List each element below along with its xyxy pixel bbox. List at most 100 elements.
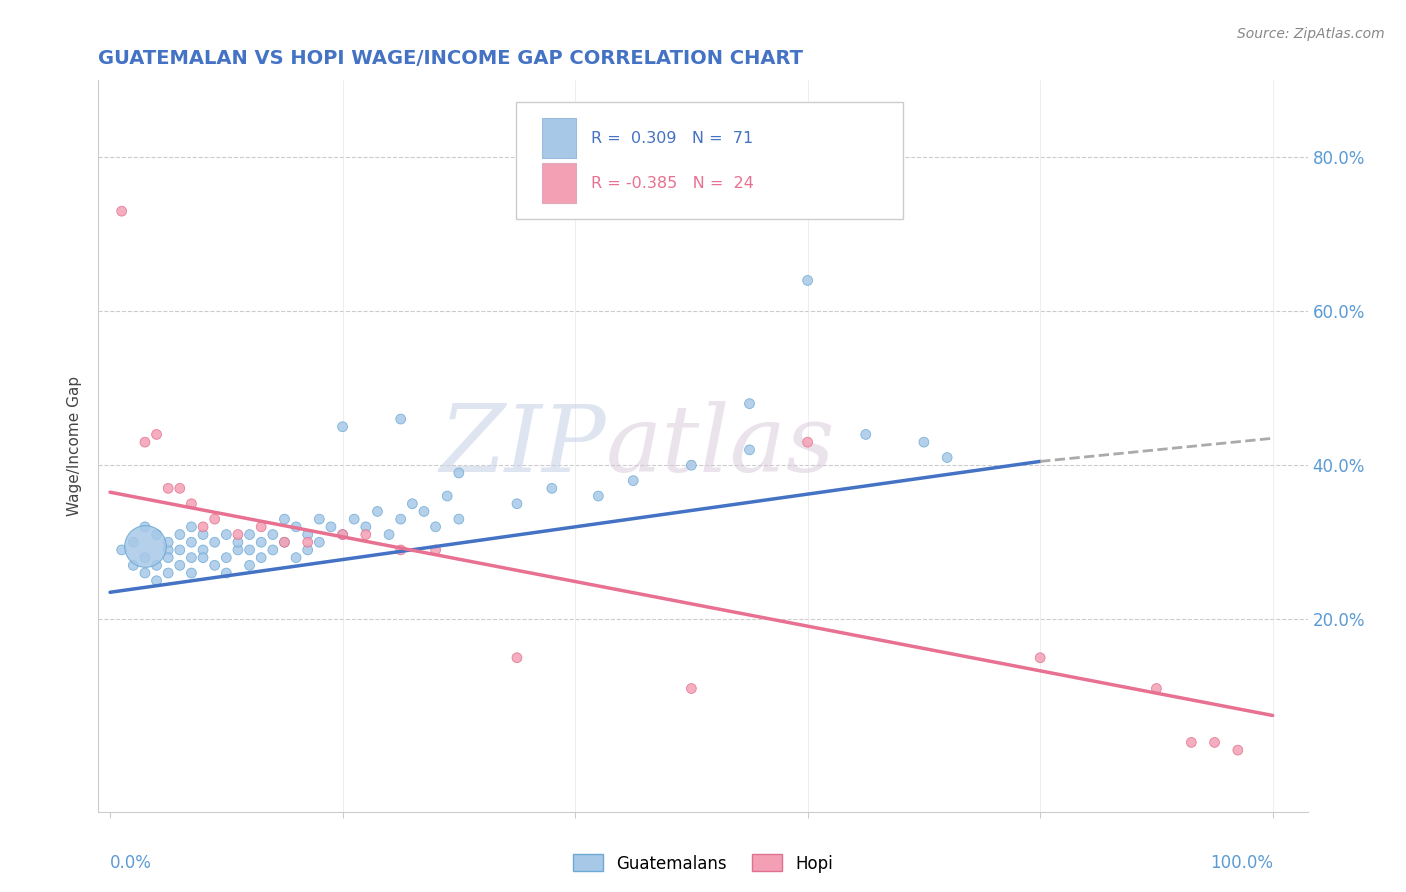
Point — [308, 535, 330, 549]
Point — [134, 550, 156, 565]
Point — [191, 543, 214, 558]
Legend: Guatemalans, Hopi: Guatemalans, Hopi — [567, 847, 839, 880]
Point — [204, 535, 226, 549]
Text: Source: ZipAtlas.com: Source: ZipAtlas.com — [1237, 27, 1385, 41]
Point — [239, 543, 262, 558]
Point — [122, 558, 145, 573]
Point — [226, 543, 249, 558]
Point — [738, 397, 761, 411]
Point — [354, 527, 377, 541]
Point — [134, 520, 156, 534]
Point — [447, 466, 470, 480]
Point — [134, 566, 156, 580]
Point — [134, 539, 156, 553]
Point — [1226, 743, 1249, 757]
Point — [145, 427, 167, 442]
Point — [681, 458, 703, 473]
Point — [297, 543, 319, 558]
Point — [506, 497, 529, 511]
Point — [180, 520, 202, 534]
Point — [389, 412, 412, 426]
Point — [226, 535, 249, 549]
Point — [1029, 650, 1052, 665]
Text: ZIP: ZIP — [440, 401, 606, 491]
Text: R = -0.385   N =  24: R = -0.385 N = 24 — [591, 176, 754, 191]
Point — [157, 481, 180, 495]
Point — [134, 435, 156, 450]
Point — [250, 520, 273, 534]
Point — [169, 481, 191, 495]
Point — [354, 520, 377, 534]
Point — [285, 550, 308, 565]
Text: atlas: atlas — [606, 401, 835, 491]
Point — [145, 558, 167, 573]
Point — [738, 442, 761, 457]
Point — [273, 512, 295, 526]
Point — [447, 512, 470, 526]
Point — [180, 566, 202, 580]
Text: R =  0.309   N =  71: R = 0.309 N = 71 — [591, 131, 752, 145]
Point — [191, 527, 214, 541]
Point — [204, 558, 226, 573]
Point — [319, 520, 342, 534]
Point — [621, 474, 644, 488]
Point — [239, 558, 262, 573]
Point — [297, 527, 319, 541]
Point — [157, 550, 180, 565]
Point — [1204, 735, 1226, 749]
Point — [215, 550, 238, 565]
Point — [506, 650, 529, 665]
Point — [389, 512, 412, 526]
Point — [425, 543, 447, 558]
Point — [239, 527, 262, 541]
Point — [157, 566, 180, 580]
Point — [215, 527, 238, 541]
Point — [540, 481, 562, 495]
Point — [191, 550, 214, 565]
Point — [111, 204, 134, 219]
Point — [180, 550, 202, 565]
Point — [285, 520, 308, 534]
Point — [169, 543, 191, 558]
Point — [250, 550, 273, 565]
Point — [681, 681, 703, 696]
Text: 0.0%: 0.0% — [110, 854, 152, 872]
Point — [180, 535, 202, 549]
Point — [157, 543, 180, 558]
Text: 100.0%: 100.0% — [1209, 854, 1272, 872]
Point — [366, 504, 388, 518]
Point — [1180, 735, 1202, 749]
Point — [204, 512, 226, 526]
Point — [796, 273, 818, 287]
Point — [180, 497, 202, 511]
Point — [401, 497, 423, 511]
Point — [308, 512, 330, 526]
Point — [332, 419, 354, 434]
FancyBboxPatch shape — [543, 163, 576, 203]
Point — [122, 535, 145, 549]
Point — [297, 535, 319, 549]
FancyBboxPatch shape — [516, 103, 903, 219]
Point — [332, 527, 354, 541]
Point — [145, 574, 167, 588]
Point — [588, 489, 610, 503]
Point — [332, 527, 354, 541]
Point — [191, 520, 214, 534]
Text: GUATEMALAN VS HOPI WAGE/INCOME GAP CORRELATION CHART: GUATEMALAN VS HOPI WAGE/INCOME GAP CORRE… — [98, 48, 803, 68]
Point — [936, 450, 959, 465]
Point — [912, 435, 935, 450]
Point — [157, 535, 180, 549]
Point — [343, 512, 366, 526]
FancyBboxPatch shape — [543, 118, 576, 158]
Point — [262, 527, 284, 541]
Point — [262, 543, 284, 558]
Point — [169, 558, 191, 573]
Y-axis label: Wage/Income Gap: Wage/Income Gap — [67, 376, 83, 516]
Point — [169, 527, 191, 541]
Point — [273, 535, 295, 549]
Point — [413, 504, 436, 518]
Point — [273, 535, 295, 549]
Point — [226, 527, 249, 541]
Point — [425, 520, 447, 534]
Point — [855, 427, 877, 442]
